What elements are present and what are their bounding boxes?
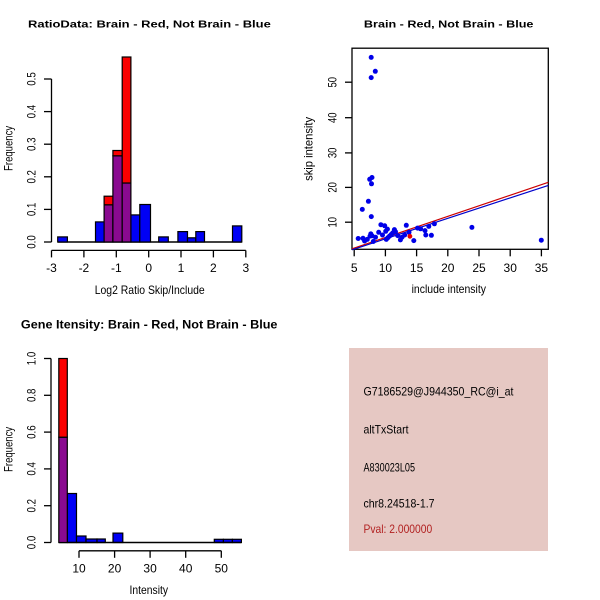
svg-text:0.1: 0.1	[25, 202, 39, 216]
svg-text:50: 50	[215, 562, 229, 576]
svg-text:2: 2	[210, 261, 217, 275]
svg-text:Brain - Red, Not Brain - Blue: Brain - Red, Not Brain - Blue	[364, 20, 534, 31]
svg-text:0.5: 0.5	[25, 72, 39, 86]
svg-text:0.2: 0.2	[25, 499, 39, 513]
svg-text:10: 10	[379, 261, 393, 275]
svg-text:30: 30	[504, 261, 518, 275]
svg-text:5: 5	[351, 261, 358, 275]
svg-text:50: 50	[326, 77, 340, 88]
svg-text:0.0: 0.0	[25, 235, 39, 249]
svg-text:Log2 Ratio Skip/Include: Log2 Ratio Skip/Include	[95, 283, 205, 297]
svg-text:0.8: 0.8	[25, 388, 39, 402]
svg-text:35: 35	[535, 261, 549, 275]
svg-text:0.4: 0.4	[25, 462, 39, 476]
svg-text:10: 10	[326, 217, 340, 228]
svg-text:G7186529@J944350_RC@i_at: G7186529@J944350_RC@i_at	[364, 385, 515, 399]
svg-text:1.0: 1.0	[25, 351, 39, 365]
svg-text:0.2: 0.2	[25, 170, 39, 184]
svg-text:Intensity: Intensity	[130, 583, 169, 597]
svg-text:40: 40	[179, 562, 193, 576]
svg-text:20: 20	[326, 182, 340, 193]
svg-text:Gene Itensity: Brain - Red, No: Gene Itensity: Brain - Red, Not Brain - …	[21, 318, 278, 332]
svg-text:-3: -3	[46, 261, 57, 275]
svg-text:25: 25	[472, 261, 486, 275]
svg-text:40: 40	[326, 112, 340, 123]
svg-text:Frequency: Frequency	[2, 126, 16, 171]
svg-text:20: 20	[108, 562, 122, 576]
svg-text:15: 15	[410, 261, 424, 275]
svg-text:0: 0	[145, 261, 152, 275]
svg-text:0.3: 0.3	[25, 137, 39, 151]
svg-text:3: 3	[242, 261, 249, 275]
svg-text:Pval: 2.000000: Pval: 2.000000	[364, 522, 433, 536]
svg-text:20: 20	[441, 261, 455, 275]
svg-text:30: 30	[326, 147, 340, 158]
svg-text:skip intensity: skip intensity	[302, 117, 316, 181]
svg-text:altTxStart: altTxStart	[364, 423, 410, 437]
svg-text:chr8.24518-1.7: chr8.24518-1.7	[364, 496, 435, 510]
svg-text:RatioData: Brain - Red, Not Br: RatioData: Brain - Red, Not Brain - Blue	[28, 20, 272, 31]
svg-text:10: 10	[72, 562, 86, 576]
svg-text:1: 1	[178, 261, 185, 275]
svg-text:30: 30	[143, 562, 157, 576]
svg-text:0.6: 0.6	[25, 425, 39, 439]
svg-text:0.0: 0.0	[25, 535, 39, 549]
svg-text:-1: -1	[111, 261, 122, 275]
svg-text:A830023L05: A830023L05	[364, 461, 416, 475]
svg-text:-2: -2	[79, 261, 90, 275]
svg-text:include intensity: include intensity	[412, 282, 486, 296]
svg-text:Frequency: Frequency	[2, 427, 16, 472]
svg-text:0.4: 0.4	[25, 105, 39, 119]
